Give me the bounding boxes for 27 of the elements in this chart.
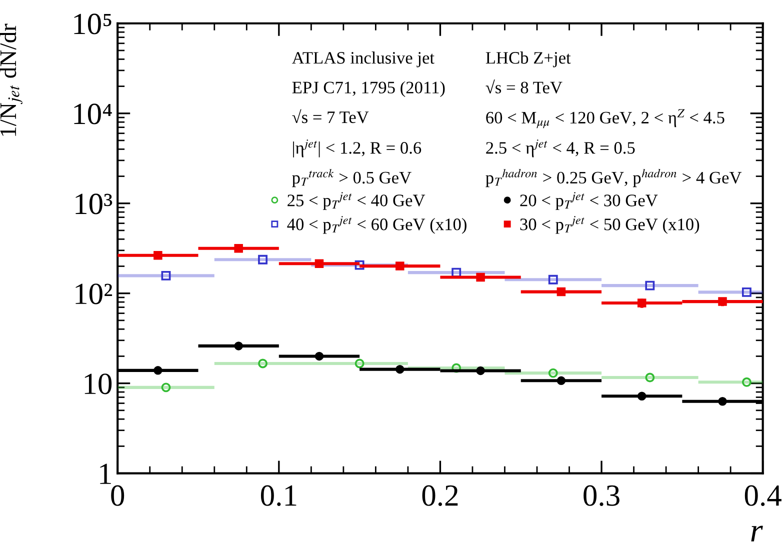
- legend-label: 20 < p$_{T}$$^{jet}$ < 30 GeV: [520, 192, 658, 210]
- x-tick-label: 0.2: [422, 485, 458, 506]
- y-tick-label: 10³: [76, 194, 112, 214]
- y-axis-title: 1/N$_{jet}$ dN/dr: [0, 24, 22, 136]
- y-tick-label: 10⁵: [74, 14, 112, 34]
- x-axis-title: r: [751, 526, 763, 542]
- y-tick-label: 1: [100, 464, 111, 484]
- legend-label: 40 < p$_{T}$$^{jet}$ < 60 GeV (x10): [287, 216, 466, 234]
- legend-label: 30 < p$_{T}$$^{jet}$ < 50 GeV (x10): [520, 216, 700, 234]
- x-tick-label: 0.4: [744, 485, 782, 506]
- annotation: EPJ C71, 1795 (2011): [292, 81, 445, 97]
- x-tick-label: 0.1: [260, 485, 296, 506]
- annotation: ATLAS inclusive jet: [292, 52, 434, 68]
- annotation: 2.5 < η$^{jet}$ < 4, R = 0.5: [486, 140, 635, 158]
- legend-label: 25 < p$_{T}$$^{jet}$ < 40 GeV: [288, 192, 426, 210]
- y-tick-label: 10⁴: [74, 104, 112, 124]
- annotation: |η$^{jet}$| < 1.2, R = 0.6: [293, 140, 422, 158]
- annotation: LHCb Z+jet: [486, 52, 571, 68]
- annotation: p$_{T}$$^{track}$ > 0.5 GeV: [292, 168, 412, 188]
- annotation: √s = 7 TeV: [292, 109, 369, 124]
- annotation: p$_{T}$$^{hadron}$ > 0.25 GeV, p$^{hadron}$ > 4 GeV: [486, 168, 742, 188]
- annotation: 60 < M$_{μμ}$ < 120 GeV, 2 < η$^{Z}$ < 4.5: [486, 109, 724, 128]
- x-tick-label: 0.3: [584, 485, 620, 506]
- x-tick-label: 0: [111, 485, 124, 506]
- y-tick-label: 10²: [76, 284, 112, 304]
- annotation: √s = 8 TeV: [486, 80, 562, 94]
- y-tick-label: 10: [84, 374, 112, 394]
